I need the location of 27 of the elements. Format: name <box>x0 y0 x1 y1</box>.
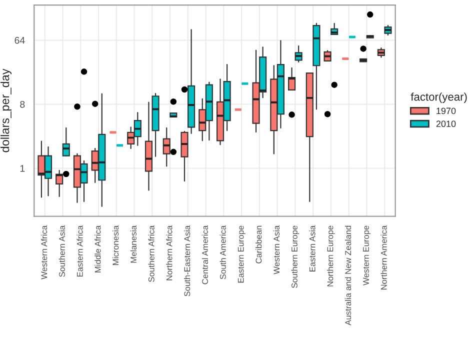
legend-title: factor(year) <box>410 92 467 103</box>
legend-label: 1970 <box>436 108 456 114</box>
x-tick-label: Central America <box>202 225 208 284</box>
x-tick-label: Melanesia <box>130 225 136 263</box>
x-tick-label: Western Asia <box>273 225 280 274</box>
y-axis-title: dollars_per_day <box>0 68 12 152</box>
y-tick-label: 8 <box>20 100 25 108</box>
x-tick-label: Eastern Africa <box>76 225 83 277</box>
x-tick-label: Micronesia <box>112 225 119 265</box>
x-tick-label: Caribbean <box>256 226 262 264</box>
y-tick-label: 64 <box>14 36 25 44</box>
x-tick-label: Eastern Asia <box>309 225 316 272</box>
x-tick-label: South America <box>220 225 226 280</box>
x-tick-label: South-Eastern Asia <box>184 225 190 296</box>
x-tick-label: Northern Europe <box>327 226 335 286</box>
x-tick-label: Southern Asia <box>58 225 65 277</box>
x-tick-label: Middle Africa <box>94 225 101 272</box>
x-tick-label: Australia and New Zealand <box>344 226 352 326</box>
x-tick-label: Northern Africa <box>166 225 172 280</box>
x-tick-label: Southern Africa <box>148 225 154 282</box>
y-tick-label: 1 <box>20 165 25 172</box>
x-tick-label: Southern Europe <box>291 226 300 288</box>
x-tick-label: Northern America <box>380 225 387 290</box>
legend-label: 2010 <box>436 120 456 128</box>
x-tick-label: Eastern Europe <box>238 226 246 283</box>
x-tick-label: Western Africa <box>40 225 48 280</box>
x-tick-label: Western Europe <box>363 226 371 286</box>
